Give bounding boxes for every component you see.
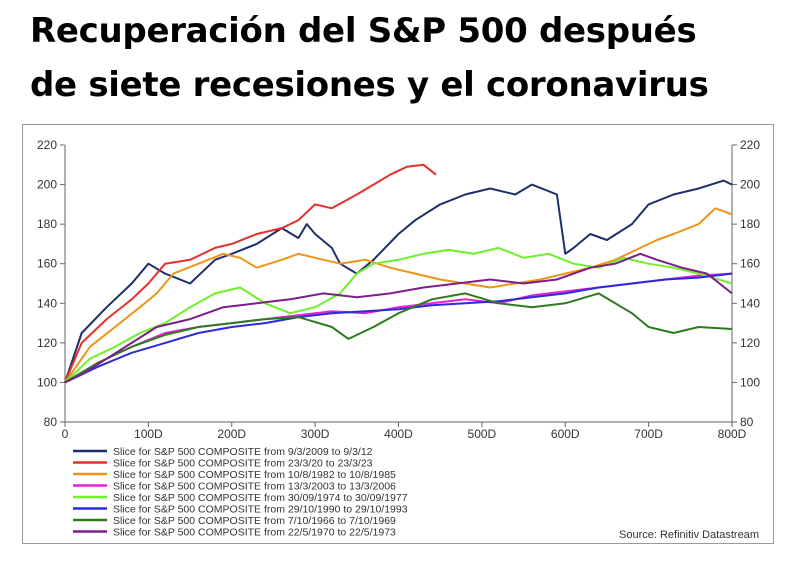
legend-label-7: Slice for S&P 500 COMPOSITE from 7/10/19… [113,515,396,527]
y-tick-label-left: 80 [44,415,58,429]
line-chart: 80 80 100 100 120 120 140 140 160 160 180 180 200 200… [37,138,760,541]
series-line-4 [64,272,733,384]
series-line-6 [64,272,733,384]
chart-title: Recuperación del S&P 500 después de siet… [30,4,790,112]
chart-frame: 80 80 100 100 120 120 140 140 160 160 180 180 200 200… [22,124,774,544]
y-tick-label-right: 160 [740,257,760,271]
x-tick-label: 700D [634,427,663,441]
legend-label-2: Slice for S&P 500 COMPOSITE from 23/3/20… [113,458,373,470]
x-tick-label: 800D [718,427,747,441]
x-tick-label: 400D [384,427,413,441]
series-line-7 [64,292,733,384]
legend-label-8: Slice for S&P 500 COMPOSITE from 22/5/19… [113,527,396,539]
x-tick-label: 300D [301,427,330,441]
y-tick-label-right: 140 [740,296,760,310]
series-line-1 [64,179,733,383]
y-tick-label-left: 140 [37,296,57,310]
series-line-3 [64,207,733,383]
y-tick-label-left: 220 [37,138,57,152]
legend-label-4: Slice for S&P 500 COMPOSITE from 13/3/20… [113,481,396,493]
y-tick-label-left: 200 [37,178,57,192]
x-tick-label: 200D [217,427,246,441]
series-line-5 [64,246,733,384]
x-tick-label: 0 [62,427,69,441]
y-tick-label-left: 100 [37,375,57,389]
y-tick-label-left: 120 [37,336,57,350]
y-tick-label-right: 100 [740,375,760,389]
legend-label-3: Slice for S&P 500 COMPOSITE from 10/8/19… [113,469,396,481]
title-line-2: de siete recesiones y el coronavirus [30,65,709,105]
legend-label-1: Slice for S&P 500 COMPOSITE from 9/3/200… [113,446,373,458]
series-line-2 [64,163,437,383]
source-note: Source: Refinitiv Datastream [619,529,759,541]
y-tick-label-right: 120 [740,336,760,350]
x-tick-label: 100D [134,427,163,441]
y-tick-label-right: 220 [740,138,760,152]
y-tick-label-left: 180 [37,217,57,231]
y-tick-label-right: 180 [740,217,760,231]
y-tick-label-left: 160 [37,257,57,271]
x-tick-label: 600D [551,427,580,441]
series-line-8 [64,252,733,384]
legend-label-6: Slice for S&P 500 COMPOSITE from 29/10/1… [113,504,408,516]
y-tick-label-right: 80 [740,415,754,429]
x-tick-label: 500D [468,427,497,441]
legend-label-5: Slice for S&P 500 COMPOSITE from 30/09/1… [113,492,408,504]
series-lines [64,163,733,384]
legend: Slice for S&P 500 COMPOSITE from 9/3/200… [73,446,408,539]
axes: 80 80 100 100 120 120 140 140 160 160 180 180 200 200… [37,138,760,441]
y-tick-label-right: 200 [740,178,760,192]
title-line-1: Recuperación del S&P 500 después [30,11,697,51]
